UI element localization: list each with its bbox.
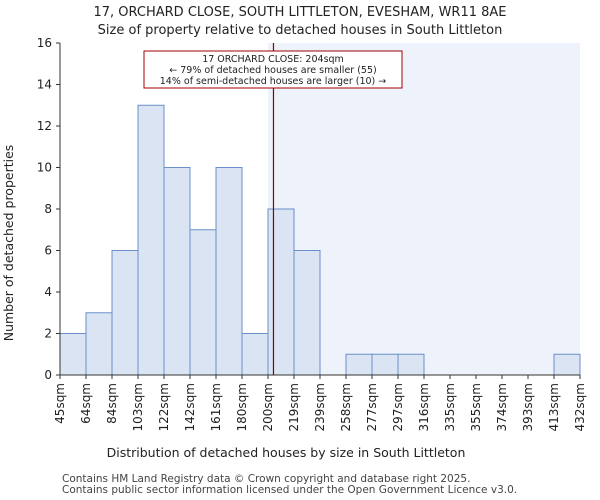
bar-161sqm (215, 167, 243, 376)
bar-277sqm (371, 353, 399, 376)
chart-subtitle: Size of property relative to detached ho… (98, 23, 503, 38)
chart-title: 17, ORCHARD CLOSE, SOUTH LITTLETON, EVES… (93, 5, 506, 20)
x-tick-label-258sqm: 258sqm (339, 383, 353, 431)
x-tick-label-84sqm: 84sqm (105, 383, 119, 424)
x-tick-label-297sqm: 297sqm (391, 383, 405, 431)
x-tick-label-122sqm: 122sqm (157, 383, 171, 431)
x-tick-label-103sqm: 103sqm (131, 383, 145, 431)
x-tick-label-64sqm: 64sqm (79, 383, 93, 424)
footer-licence: Contains public sector information licen… (62, 484, 518, 496)
x-tick-label-239sqm: 239sqm (313, 383, 327, 431)
y-tick-label-14: 14 (37, 78, 52, 92)
annotation-line-1: 17 ORCHARD CLOSE: 204sqm (202, 54, 344, 65)
x-tick-label-180sqm: 180sqm (235, 383, 249, 431)
x-tick-label-413sqm: 413sqm (547, 383, 561, 431)
bar-64sqm (85, 312, 113, 376)
x-tick-label-393sqm: 393sqm (521, 383, 535, 431)
bar-103sqm (137, 104, 165, 376)
bar-297sqm (397, 353, 425, 376)
bar-180sqm (241, 333, 269, 376)
bar-219sqm (293, 250, 321, 376)
bar-122sqm (163, 167, 191, 376)
y-tick-label-0: 0 (44, 368, 52, 382)
y-tick-label-6: 6 (44, 244, 52, 258)
y-tick-label-2: 2 (44, 327, 52, 341)
x-tick-label-161sqm: 161sqm (209, 383, 223, 431)
x-tick-label-142sqm: 142sqm (183, 383, 197, 431)
bar-413sqm (553, 353, 581, 376)
x-tick-label-355sqm: 355sqm (469, 383, 483, 431)
x-tick-label-335sqm: 335sqm (443, 383, 457, 431)
bar-258sqm (345, 353, 373, 376)
bar-200sqm (267, 208, 295, 376)
x-tick-label-277sqm: 277sqm (365, 383, 379, 431)
x-axis-label: Distribution of detached houses by size … (107, 445, 466, 460)
y-tick-label-12: 12 (37, 119, 52, 133)
annotation-line-2: ← 79% of detached houses are smaller (55… (169, 65, 376, 76)
x-tick-label-316sqm: 316sqm (417, 383, 431, 431)
y-tick-label-8: 8 (44, 202, 52, 216)
x-tick-label-219sqm: 219sqm (287, 383, 301, 431)
y-tick-label-4: 4 (44, 285, 52, 299)
y-axis-label: Number of detached properties (1, 145, 16, 342)
y-tick-label-10: 10 (37, 161, 52, 175)
bar-84sqm (111, 250, 139, 376)
bar-142sqm (189, 229, 217, 376)
x-tick-label-374sqm: 374sqm (495, 383, 509, 431)
annotation-box (143, 50, 403, 89)
annotation-line-3: 14% of semi-detached houses are larger (… (160, 76, 387, 87)
x-tick-label-432sqm: 432sqm (573, 383, 587, 431)
x-tick-label-45sqm: 45sqm (53, 383, 67, 424)
y-tick-label-16: 16 (37, 36, 52, 50)
bar-45sqm (59, 333, 87, 376)
footer-copyright: Contains HM Land Registry data © Crown c… (62, 473, 471, 485)
x-tick-label-200sqm: 200sqm (261, 383, 275, 431)
plot-area: 0 2 4 6 8 10 12 14 16 45sqm 64sqm 84sqm 103sqm 122sqm… (37, 36, 587, 431)
